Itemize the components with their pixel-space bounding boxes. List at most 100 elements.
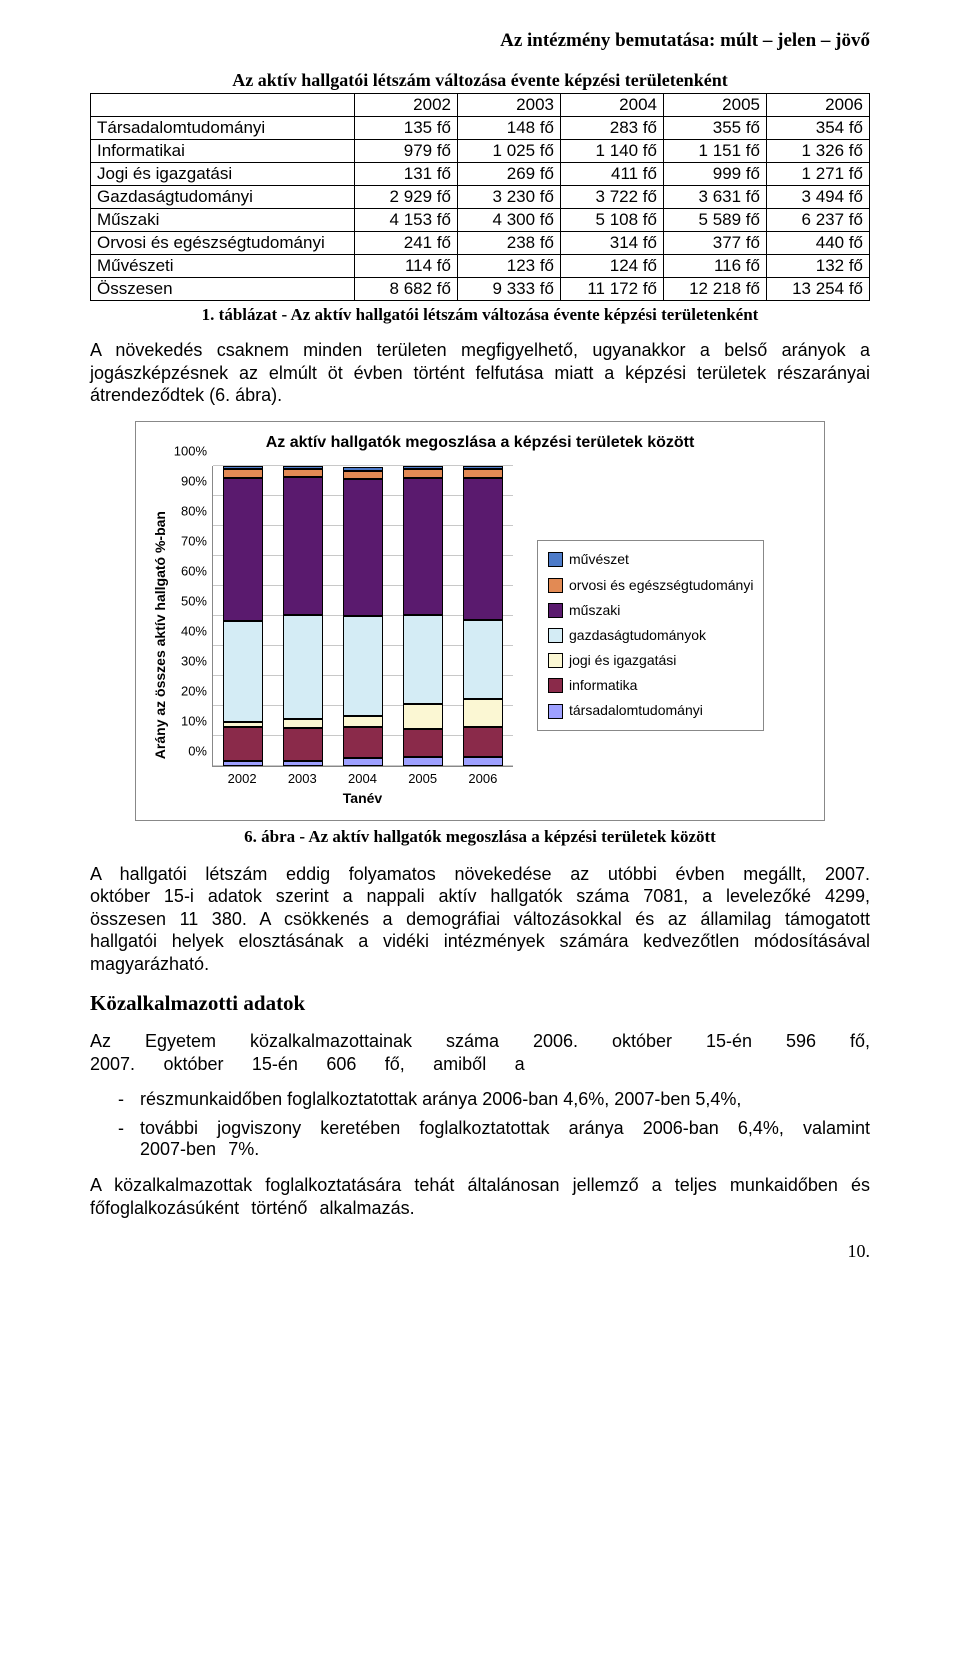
bar-segment xyxy=(343,471,383,479)
y-tick-label: 80% xyxy=(181,503,213,518)
list-item: további jogviszony keretében foglalkozta… xyxy=(118,1118,870,1160)
chart-body: Arány az összes aktív hallgató %-ban 0%1… xyxy=(152,466,808,806)
table-cell: 132 fő xyxy=(767,255,870,278)
bar-segment xyxy=(223,761,263,766)
table-cell: 12 218 fő xyxy=(664,278,767,301)
x-tick-label: 2006 xyxy=(468,771,497,786)
bar-segment xyxy=(343,727,383,758)
y-tick-label: 40% xyxy=(181,623,213,638)
y-tick-label: 30% xyxy=(181,653,213,668)
table-cell: 2 929 fő xyxy=(355,186,458,209)
table-cell: 1 326 fő xyxy=(767,140,870,163)
bars-row xyxy=(213,466,513,766)
bar-segment xyxy=(283,719,323,728)
row-label: Összesen xyxy=(91,278,355,301)
bar-segment xyxy=(463,478,503,619)
legend-item: informatika xyxy=(548,673,753,698)
table-cell: 1 025 fő xyxy=(458,140,561,163)
table-cell: 354 fő xyxy=(767,117,870,140)
row-label: Informatikai xyxy=(91,140,355,163)
bullet-list: részmunkaidőben foglalkoztatottak aránya… xyxy=(118,1089,870,1160)
table-cell: 1 271 fő xyxy=(767,163,870,186)
table-year-header: 2002 xyxy=(355,94,458,117)
legend-item: orvosi és egészségtudományi xyxy=(548,573,753,598)
table-cell: 148 fő xyxy=(458,117,561,140)
table-cell: 377 fő xyxy=(664,232,767,255)
x-tick-label: 2002 xyxy=(228,771,257,786)
row-label: Művészeti xyxy=(91,255,355,278)
list-item: részmunkaidőben foglalkoztatottak aránya… xyxy=(118,1089,870,1110)
table-year-header: 2004 xyxy=(561,94,664,117)
legend-swatch xyxy=(548,678,563,693)
table-cell: 314 fő xyxy=(561,232,664,255)
table-cell: 3 722 fő xyxy=(561,186,664,209)
paragraph-4: A közalkalmazottak foglalkoztatására teh… xyxy=(90,1174,870,1219)
x-ticks: 20022003200420052006 xyxy=(212,771,513,786)
table-cell: 135 fő xyxy=(355,117,458,140)
legend-swatch xyxy=(548,603,563,618)
x-tick-label: 2004 xyxy=(348,771,377,786)
table-cell: 114 fő xyxy=(355,255,458,278)
table-cell: 1 140 fő xyxy=(561,140,664,163)
table-year-header: 2003 xyxy=(458,94,561,117)
figure-caption: 6. ábra - Az aktív hallgatók megoszlása … xyxy=(90,827,870,847)
y-axis-label: Arány az összes aktív hallgató %-ban xyxy=(152,511,168,759)
bar-segment xyxy=(403,469,443,478)
table-row: Műszaki4 153 fő4 300 fő5 108 fő5 589 fő6… xyxy=(91,209,870,232)
legend-item: művészet xyxy=(548,547,753,572)
table-cell: 5 108 fő xyxy=(561,209,664,232)
bar-column xyxy=(223,466,263,766)
legend-label: művészet xyxy=(569,547,629,572)
y-tick-label: 60% xyxy=(181,563,213,578)
y-tick-label: 100% xyxy=(174,443,213,458)
table-row: Jogi és igazgatási131 fő269 fő411 fő999 … xyxy=(91,163,870,186)
bar-segment xyxy=(283,615,323,719)
table-cell: 3 230 fő xyxy=(458,186,561,209)
paragraph-3: Az Egyetem közalkalmazottainak száma 200… xyxy=(90,1030,870,1075)
table-cell: 241 fő xyxy=(355,232,458,255)
bar-segment xyxy=(403,615,443,704)
legend-swatch xyxy=(548,628,563,643)
bar-segment xyxy=(283,728,323,761)
table-row: Összesen8 682 fő9 333 fő11 172 fő12 218 … xyxy=(91,278,870,301)
legend-swatch xyxy=(548,653,563,668)
row-label: Műszaki xyxy=(91,209,355,232)
bar-segment xyxy=(223,478,263,621)
table-cell: 269 fő xyxy=(458,163,561,186)
legend-label: műszaki xyxy=(569,598,620,623)
table-row: Orvosi és egészségtudományi241 fő238 fő3… xyxy=(91,232,870,255)
bar-segment xyxy=(403,729,443,757)
table-cell: 440 fő xyxy=(767,232,870,255)
bar-segment xyxy=(463,469,503,479)
table-cell: 13 254 fő xyxy=(767,278,870,301)
bar-segment xyxy=(403,704,443,729)
table-cell: 124 fő xyxy=(561,255,664,278)
y-tick-label: 70% xyxy=(181,533,213,548)
table-cell: 3 631 fő xyxy=(664,186,767,209)
legend-item: jogi és igazgatási xyxy=(548,648,753,673)
table-cell: 123 fő xyxy=(458,255,561,278)
table-cell: 1 151 fő xyxy=(664,140,767,163)
table-caption: 1. táblázat - Az aktív hallgatói létszám… xyxy=(90,305,870,325)
table-row: Társadalomtudományi135 fő148 fő283 fő355… xyxy=(91,117,870,140)
bar-segment xyxy=(223,727,263,761)
page: Az intézmény bemutatása: múlt – jelen – … xyxy=(0,0,960,1302)
legend-label: társadalomtudományi xyxy=(569,698,703,723)
row-label: Társadalomtudományi xyxy=(91,117,355,140)
bar-segment xyxy=(283,469,323,477)
bar-segment xyxy=(283,761,323,766)
x-axis-label: Tanév xyxy=(212,790,513,806)
bar-segment xyxy=(223,469,263,477)
table-cell: 411 fő xyxy=(561,163,664,186)
table-cell: 4 300 fő xyxy=(458,209,561,232)
page-number: 10. xyxy=(90,1241,870,1262)
bar-segment xyxy=(283,477,323,615)
paragraph-2: A hallgatói létszám eddig folyamatos növ… xyxy=(90,863,870,976)
y-tick-label: 0% xyxy=(188,743,213,758)
table-row: Gazdaságtudományi2 929 fő3 230 fő3 722 f… xyxy=(91,186,870,209)
table-cell: 999 fő xyxy=(664,163,767,186)
y-tick-label: 90% xyxy=(181,473,213,488)
legend-item: társadalomtudományi xyxy=(548,698,753,723)
data-table: 20022003200420052006 Társadalomtudományi… xyxy=(90,93,870,301)
table-row: Informatikai979 fő1 025 fő1 140 fő1 151 … xyxy=(91,140,870,163)
